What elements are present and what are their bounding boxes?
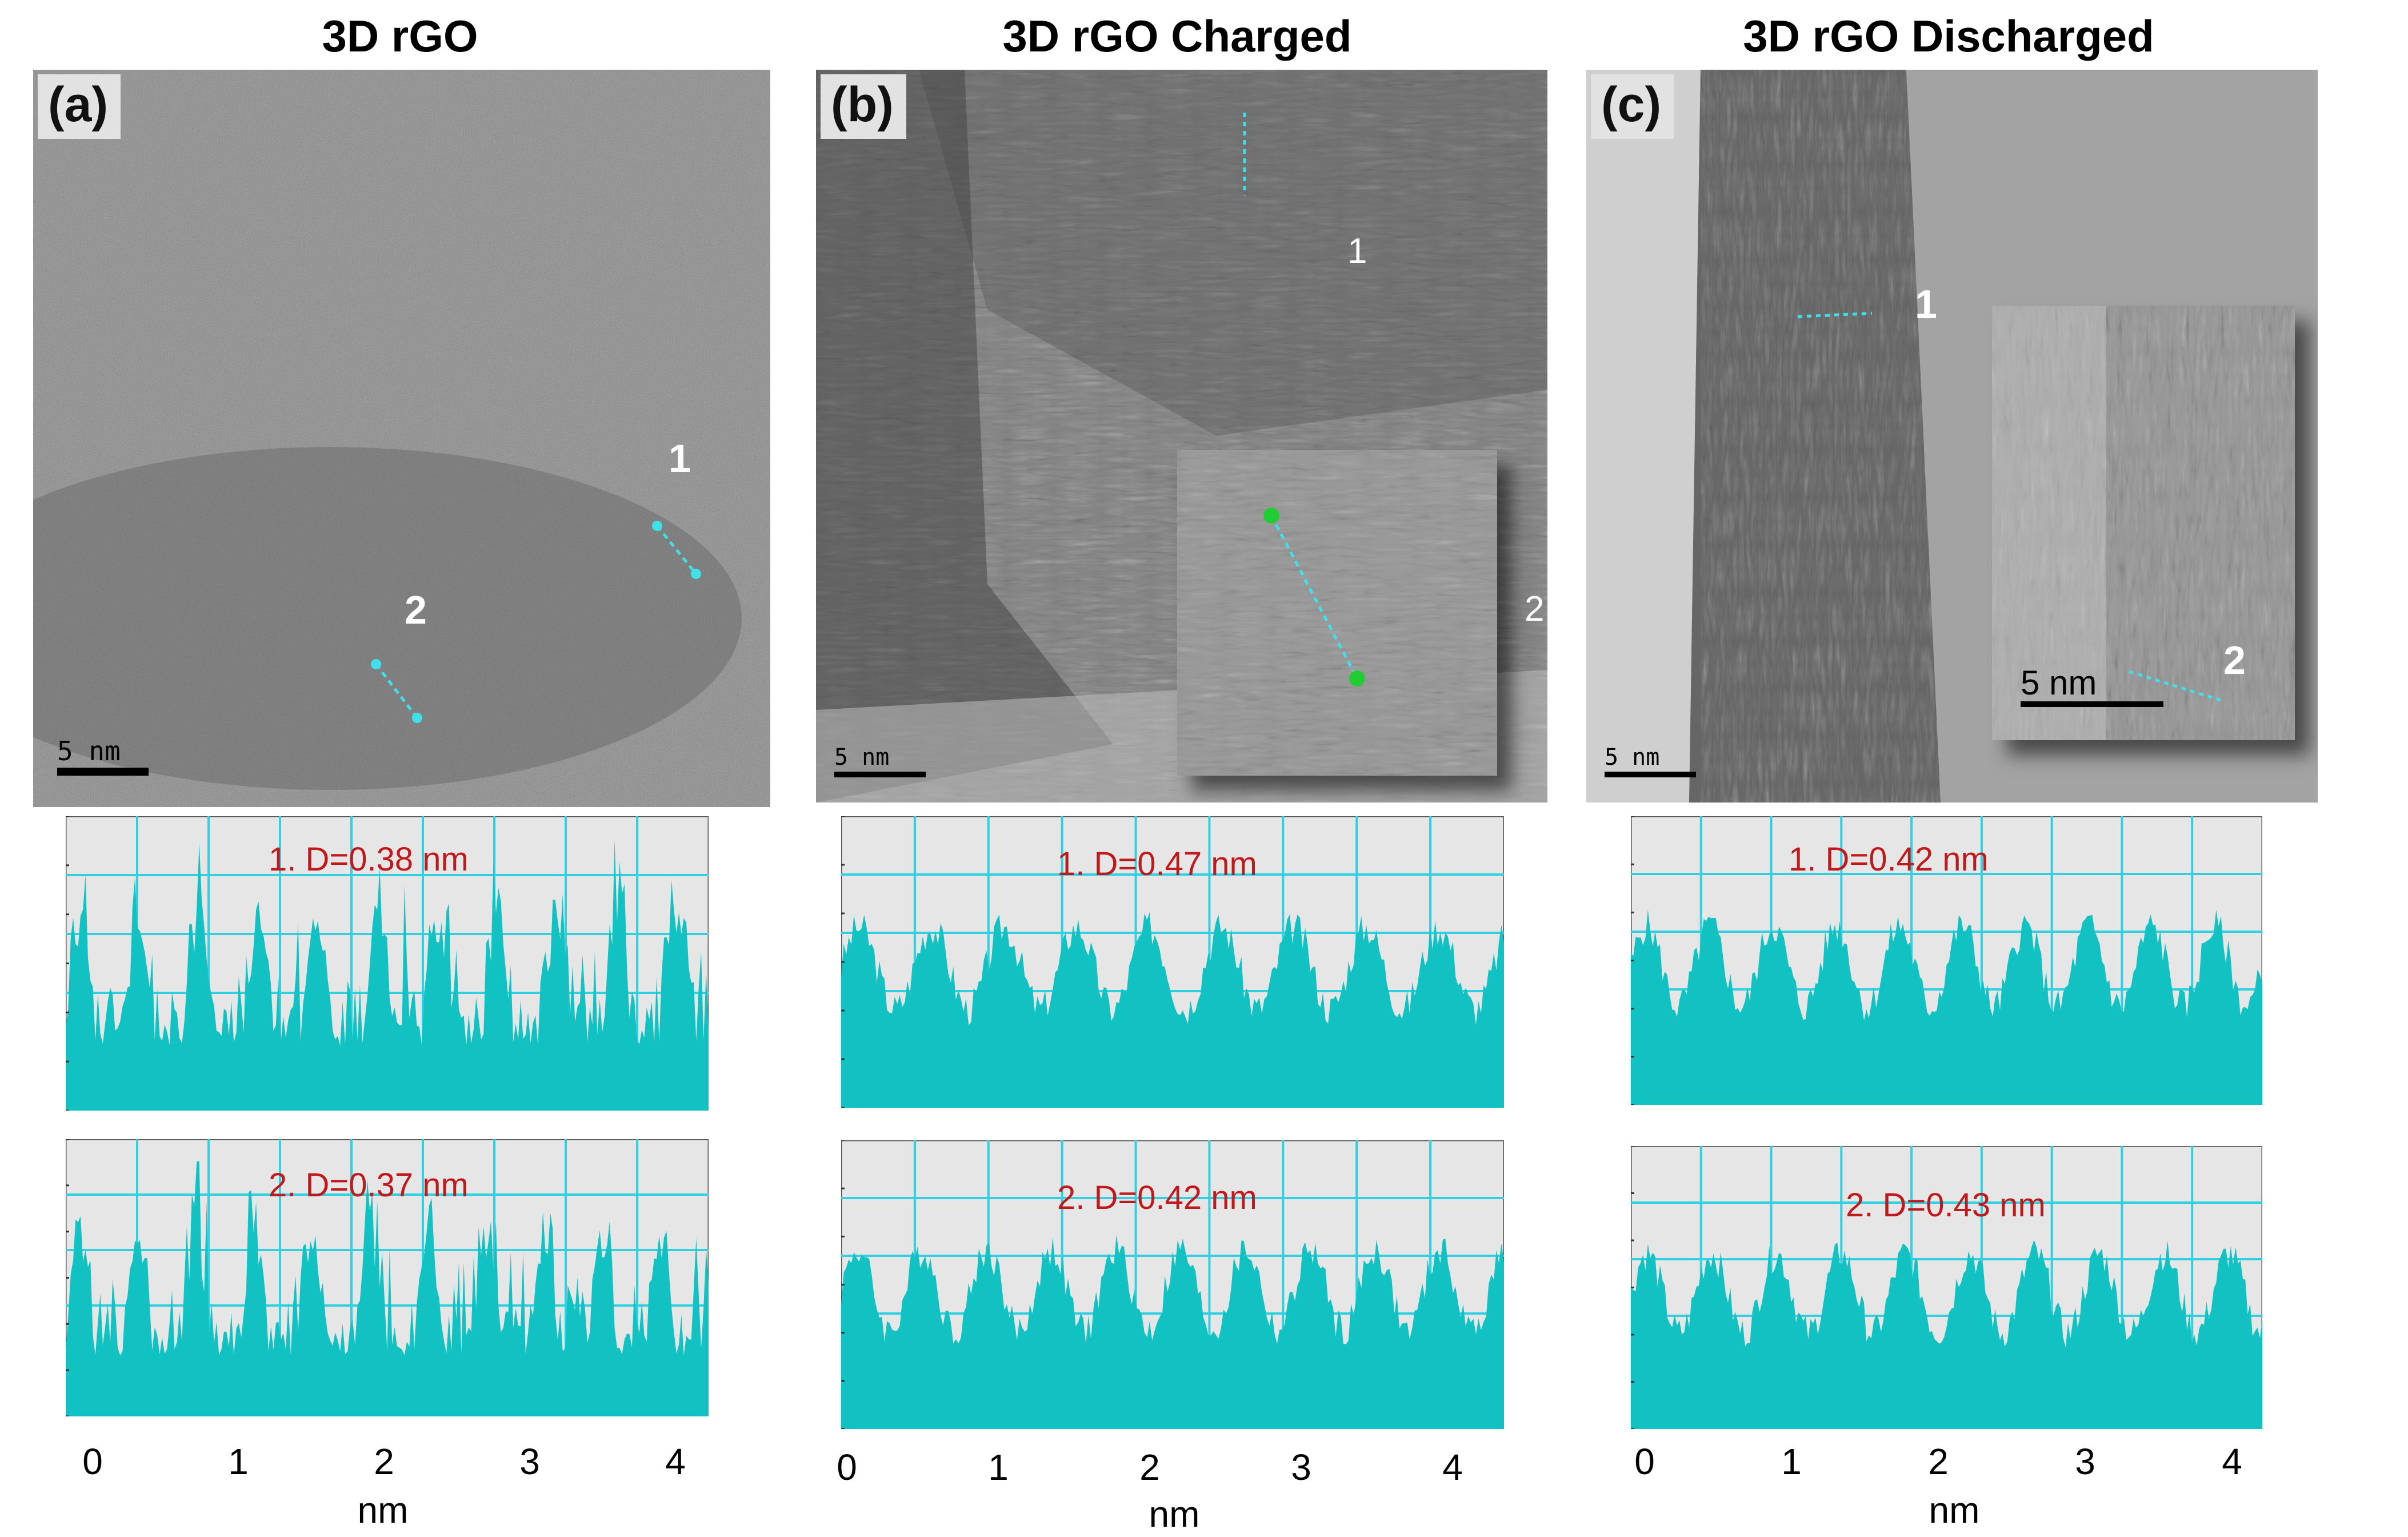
profile-area [1631,909,2262,1105]
xtick: 0 [837,1447,857,1488]
marker-1-b: 1 [1347,231,1367,271]
tem-texture-a [33,70,770,807]
xtick: 2 [1928,1441,1949,1482]
tem-inset-b [1177,450,1497,776]
panel-label-c: (c) [1591,74,1674,139]
scale-bar-c: 5 nm [1605,744,1696,777]
xtick: 3 [2075,1441,2095,1482]
inset-scale-bar-c: 5 nm [2021,663,2163,707]
xtick: 1 [228,1441,249,1482]
column-title-a: 3D rGO [322,11,478,61]
xtick: 1 [988,1447,1009,1488]
marker-1-a: 1 [669,436,691,481]
tem-inset-c: 2 5 nm [1992,306,2295,740]
profile-label-a2: 2. D=0.37 nm [269,1167,469,1204]
marker-2-b: 2 [1525,589,1545,629]
xtick: 2 [374,1441,394,1482]
profile-graph-b2 [841,1140,1504,1429]
scale-bar-b: 5 nm [834,744,926,777]
profile-label-c1: 1. D=0.42 nm [1789,841,1989,878]
xtick: 0 [1634,1441,1655,1482]
profile-area [66,1161,709,1416]
measure-line-2 [375,663,418,719]
xtick: 0 [82,1441,103,1482]
panel-label-b: (b) [821,74,906,139]
xtick: 3 [519,1441,540,1482]
profile-area [841,1234,1504,1429]
profile-label-c2: 2. D=0.43 nm [1846,1187,2046,1224]
xaxis-label-b: nm [1149,1494,1200,1535]
tem-image-a: (a) 1 2 5 nm [33,70,770,807]
xtick: 4 [2222,1441,2242,1482]
tem-image-c: 2 5 nm (c) 1 5 nm [1586,70,2318,803]
column-title-b: 3D rGO Charged [1002,11,1352,61]
xaxis-label-c: nm [1929,1490,1980,1531]
scale-bar-a: 5 nm [57,736,149,776]
xtick: 3 [1291,1447,1311,1488]
profile-area [841,912,1504,1108]
profile-label-b1: 1. D=0.47 nm [1057,845,1257,883]
profile-graph-a2 [66,1139,709,1416]
profile-label-b2: 2. D=0.42 nm [1057,1179,1257,1216]
marker-1-c: 1 [1915,282,1937,326]
profile-graph-c2 [1631,1146,2262,1429]
measure-line-1 [656,525,697,575]
marker-2-c: 2 [2223,638,2246,682]
column-title-c: 3D rGO Discharged [1743,11,2154,61]
panel-label-a: (a) [38,74,121,139]
xtick: 2 [1139,1447,1160,1488]
profile-area [66,840,709,1111]
profile-graph-a1 [66,816,709,1111]
xtick: 1 [1781,1441,1802,1482]
xtick: 4 [1442,1447,1463,1488]
profile-graph-b1 [841,816,1504,1108]
profile-area [1631,1240,2262,1429]
profile-label-a1: 1. D=0.38 nm [269,841,469,878]
xtick: 4 [665,1441,686,1482]
profile-graph-c1 [1631,816,2262,1105]
tem-image-b: (b) 1 2 5 nm [816,70,1547,803]
xaxis-label-a: nm [357,1490,409,1531]
marker-2-a: 2 [405,588,427,632]
